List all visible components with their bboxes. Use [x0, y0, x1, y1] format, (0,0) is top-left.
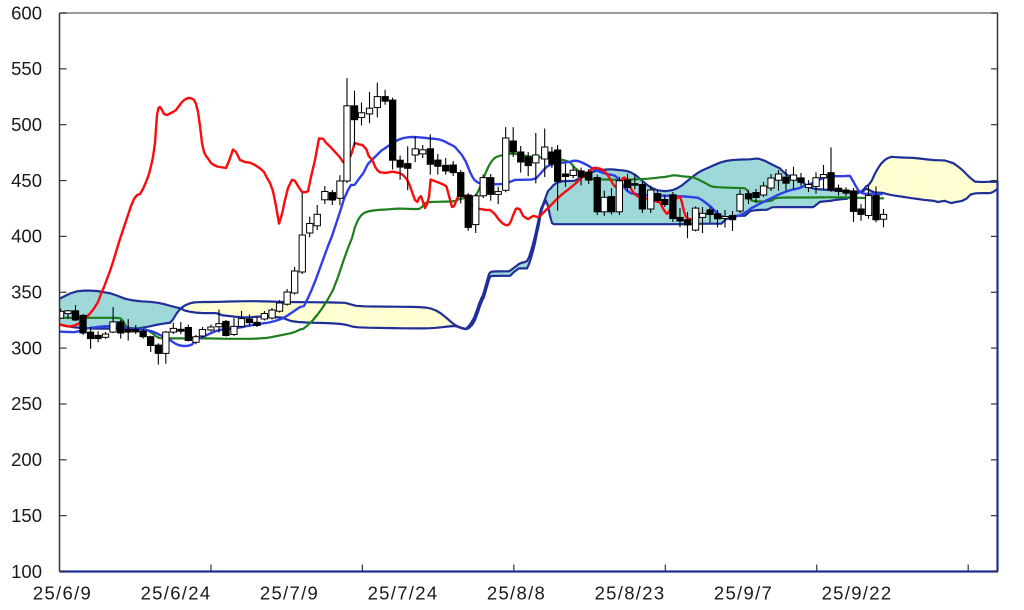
svg-text:500: 500	[11, 114, 42, 135]
svg-text:400: 400	[11, 226, 42, 247]
svg-text:450: 450	[11, 170, 42, 191]
svg-text:600: 600	[11, 2, 42, 23]
svg-text:25/8/8: 25/8/8	[487, 583, 546, 604]
svg-text:25/9/7: 25/9/7	[714, 583, 773, 604]
svg-text:250: 250	[11, 393, 42, 414]
svg-text:100: 100	[11, 561, 42, 582]
svg-text:25/9/22: 25/9/22	[822, 583, 893, 604]
svg-text:550: 550	[11, 58, 42, 79]
svg-text:25/6/24: 25/6/24	[141, 583, 212, 604]
svg-text:300: 300	[11, 337, 42, 358]
svg-text:200: 200	[11, 449, 42, 470]
svg-text:350: 350	[11, 282, 42, 303]
svg-text:25/8/23: 25/8/23	[595, 583, 666, 604]
svg-text:150: 150	[11, 505, 42, 526]
svg-text:25/7/9: 25/7/9	[260, 583, 319, 604]
svg-text:25/7/24: 25/7/24	[368, 583, 439, 604]
svg-text:25/6/9: 25/6/9	[33, 583, 92, 604]
